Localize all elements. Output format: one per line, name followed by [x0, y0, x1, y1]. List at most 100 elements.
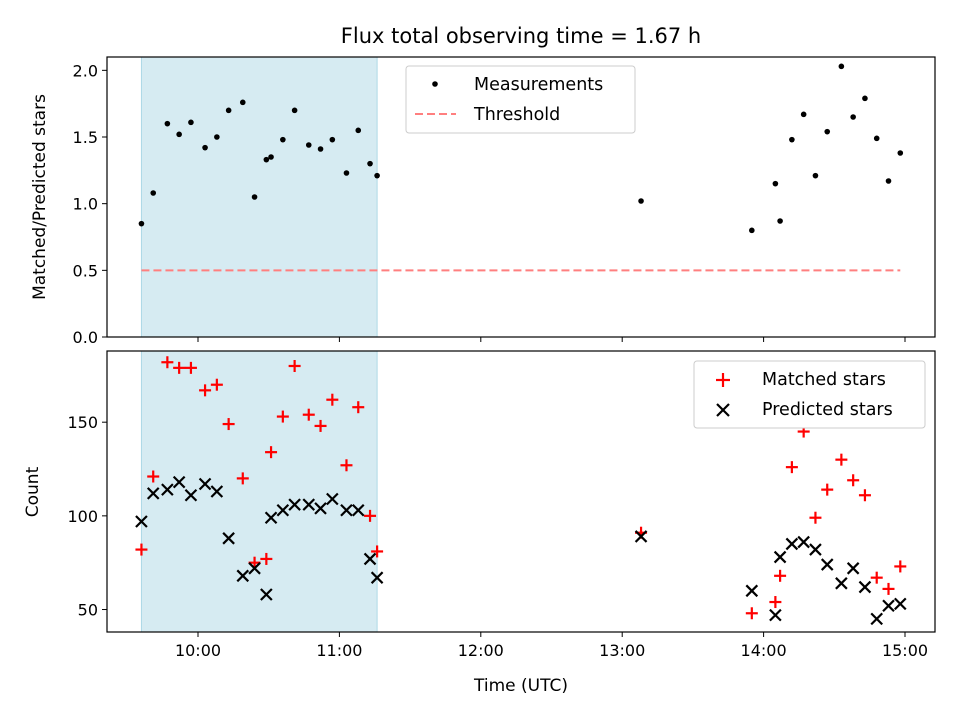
matched-star-point — [847, 474, 860, 487]
predicted-star-point — [135, 515, 148, 528]
measurement-point — [138, 220, 145, 227]
cross-b — [773, 550, 787, 564]
x-tick-label: 12:00 — [458, 641, 504, 660]
chart-title: Flux total observing time = 1.67 h — [341, 24, 701, 48]
predicted-star-point — [846, 562, 860, 575]
cross-b — [248, 562, 261, 575]
measurement-point — [374, 172, 380, 179]
predicted-star-point — [264, 511, 278, 525]
top-plot-frame — [106, 56, 936, 338]
predicted-star-point — [870, 612, 883, 626]
top-y-tick-label: 1.0 — [73, 195, 98, 214]
matched-star-point — [769, 596, 782, 609]
measurement-point — [355, 127, 362, 134]
cross-b — [184, 488, 198, 502]
predicted-star-point — [858, 580, 872, 594]
bottom-y-axis-label: Count — [23, 466, 43, 517]
measurement-point — [263, 156, 270, 163]
predicted-star-point — [146, 487, 160, 500]
cross-b — [835, 577, 848, 590]
x-tick-label: 10:00 — [175, 641, 221, 660]
matched-star-point — [894, 560, 907, 573]
matched-star-point — [785, 461, 798, 474]
measurement-point — [638, 198, 644, 204]
measurement-point — [862, 95, 868, 102]
measurement-point — [812, 172, 819, 179]
predicted-star-point — [745, 584, 759, 598]
predicted-star-point — [161, 483, 174, 496]
cross-b — [363, 552, 377, 566]
matched-star-point — [199, 384, 212, 397]
bottom-y-tick-label: 100 — [67, 507, 98, 526]
predicted-star-point — [210, 485, 224, 498]
matched-star-point — [210, 378, 223, 391]
observing-interval-shade-bottom — [140, 350, 378, 633]
predicted-star-point — [363, 552, 377, 566]
matched-star-point — [774, 569, 787, 582]
measurement-point — [343, 170, 350, 176]
predicted-star-point — [260, 588, 273, 601]
x-axis-label: Time (UTC) — [473, 676, 568, 696]
measurement-point — [873, 135, 880, 142]
x-tick-label: 11:00 — [316, 641, 362, 660]
cross-b — [340, 503, 353, 517]
bottom-legend: Matched stars Predicted stars — [693, 360, 926, 429]
matched-star-point — [248, 556, 261, 569]
bottom-legend-box — [693, 360, 926, 429]
measurement-point — [772, 180, 779, 187]
legend-label-measurements: Measurements — [474, 75, 603, 95]
predicted-star-point — [882, 599, 895, 613]
predicted-star-point — [302, 498, 316, 511]
measurement-point — [188, 119, 194, 126]
cross-b — [858, 580, 872, 594]
matched-star-point — [173, 361, 186, 374]
measurement-point — [239, 99, 246, 106]
measurement-point — [251, 194, 258, 200]
matched-star-point — [352, 401, 365, 414]
measurement-point — [214, 134, 220, 140]
matched-star-point — [882, 582, 895, 595]
matched-star-point — [302, 408, 315, 421]
measurement-point — [268, 154, 274, 160]
predicted-star-point — [314, 502, 327, 515]
measurement-point — [291, 107, 298, 114]
matched-star-point — [222, 418, 235, 431]
legend-label-matched-stars: Matched stars — [762, 370, 886, 390]
measurement-point — [225, 107, 232, 114]
cross-b — [236, 569, 250, 583]
predicted-star-point — [835, 577, 848, 590]
top-y-ticks: 0.0 0.5 1.0 1.5 2.0 — [73, 61, 107, 347]
predicted-star-point — [769, 608, 782, 622]
cross-b — [370, 571, 384, 584]
legend-label-threshold: Threshold — [473, 105, 560, 125]
top-y-tick-label: 0.0 — [73, 328, 98, 347]
bottom-y-tick-label: 50 — [78, 601, 98, 620]
cross-b — [351, 503, 365, 517]
cross-b — [276, 503, 290, 517]
matched-star-point — [340, 459, 353, 472]
matched-star-point — [135, 543, 148, 556]
bottom-y-ticks: 50 100 150 — [67, 413, 107, 620]
cross-b — [161, 483, 174, 496]
predicted-star-point — [198, 477, 212, 491]
shade-rect — [140, 350, 378, 633]
measurement-point — [838, 63, 845, 70]
predicted-star-point — [222, 532, 235, 545]
legend-marker-matched-stars — [716, 373, 730, 387]
bottom-plot-frame — [106, 350, 936, 633]
measurement-point — [367, 160, 373, 167]
matched-star-point — [326, 393, 339, 406]
matched-star-point — [821, 483, 834, 496]
cross-b — [260, 588, 273, 601]
cross-b — [634, 530, 648, 543]
measurement-point — [749, 227, 755, 234]
measurement-point — [777, 218, 783, 224]
cross-b — [745, 584, 759, 598]
cross-b — [314, 502, 327, 515]
measurement-point — [150, 190, 157, 196]
predicted-star-point — [820, 558, 834, 571]
measurements-points — [138, 63, 904, 234]
matched-star-point — [236, 472, 249, 485]
legend-marker-measurements — [432, 81, 438, 87]
